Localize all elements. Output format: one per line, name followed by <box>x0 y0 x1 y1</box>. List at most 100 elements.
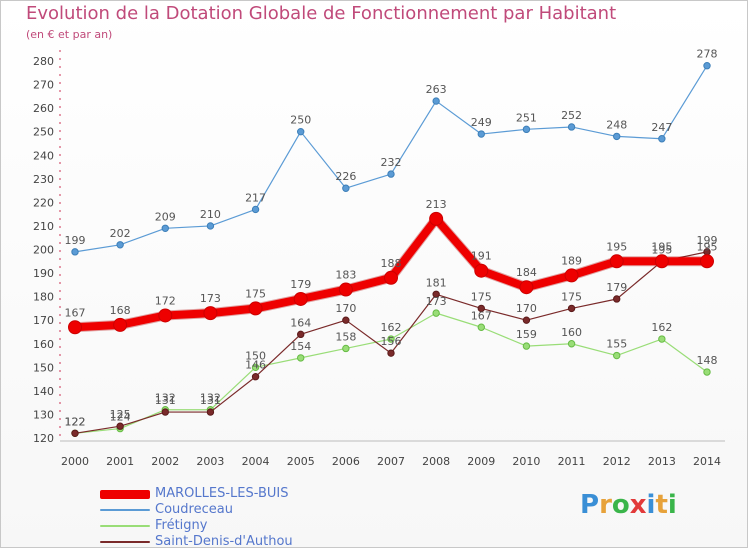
data-point <box>477 304 485 313</box>
legend-label: Frétigny <box>155 518 208 533</box>
data-label: 155 <box>606 338 627 351</box>
legend-swatch <box>100 489 150 499</box>
data-point <box>700 254 714 269</box>
x-tick-label: 2002 <box>151 455 179 468</box>
data-point <box>564 268 579 283</box>
y-tick-label: 240 <box>33 149 54 162</box>
data-point <box>567 340 576 348</box>
data-point <box>477 130 485 138</box>
x-tick-label: 2005 <box>287 455 315 468</box>
data-point <box>658 135 666 143</box>
y-tick-label: 230 <box>33 173 54 186</box>
data-point <box>338 282 353 297</box>
data-label: 250 <box>290 114 311 127</box>
data-point <box>71 248 79 256</box>
data-point <box>342 344 350 353</box>
data-label: 195 <box>651 240 672 253</box>
y-tick-label: 190 <box>33 267 54 280</box>
data-label: 173 <box>426 295 447 308</box>
x-tick-label: 2003 <box>196 455 224 468</box>
data-point <box>113 317 128 332</box>
y-tick-label: 170 <box>33 314 54 327</box>
x-tick-label: 2004 <box>242 455 270 468</box>
data-label: 170 <box>335 302 356 315</box>
data-point <box>251 205 260 214</box>
data-label: 184 <box>516 266 537 279</box>
chart-title: Evolution de la Dotation Globale de Fonc… <box>26 3 617 24</box>
legend-swatch <box>100 525 150 527</box>
data-point <box>658 335 666 343</box>
data-label: 132 <box>200 392 221 405</box>
data-point <box>203 306 218 321</box>
x-tick-label: 2007 <box>377 455 405 468</box>
data-point <box>432 97 440 105</box>
data-label: 195 <box>606 240 627 253</box>
data-label: 251 <box>516 111 537 124</box>
data-point <box>342 184 350 192</box>
data-label: 168 <box>110 304 131 317</box>
data-point <box>613 132 621 141</box>
data-label: 131 <box>200 394 221 407</box>
data-point <box>703 368 711 376</box>
proxiti-logo: Proxiti <box>580 490 677 520</box>
data-point <box>477 323 485 331</box>
data-label: 199 <box>65 234 86 247</box>
data-point <box>519 280 534 295</box>
data-label: 191 <box>471 250 492 263</box>
data-label: 164 <box>290 316 311 329</box>
data-point <box>703 62 711 70</box>
y-tick-label: 270 <box>33 79 54 92</box>
y-tick-label: 250 <box>33 126 54 139</box>
legend-label: Coudreceau <box>155 502 233 517</box>
data-point <box>387 335 395 343</box>
y-tick-label: 140 <box>33 385 54 398</box>
x-tick-label: 2006 <box>332 455 360 468</box>
logo-letter: i <box>646 490 656 520</box>
x-tick-label: 2001 <box>106 455 134 468</box>
data-label: 179 <box>606 281 627 294</box>
data-point <box>297 127 305 136</box>
data-point <box>522 342 531 350</box>
data-point <box>116 241 124 249</box>
chart-series <box>68 62 714 437</box>
data-label: 158 <box>335 330 356 343</box>
x-tick-label: 2014 <box>693 455 721 468</box>
data-label: 252 <box>561 109 582 122</box>
data-point <box>161 224 169 232</box>
data-point <box>654 254 669 269</box>
data-label: 209 <box>155 210 176 223</box>
data-point <box>384 270 398 285</box>
data-point <box>474 263 489 278</box>
data-point <box>567 123 576 131</box>
y-tick-label: 130 <box>33 408 54 421</box>
data-point <box>387 170 395 178</box>
data-label: 150 <box>245 349 266 362</box>
y-tick-label: 210 <box>33 220 54 233</box>
x-tick-label: 2008 <box>422 455 450 468</box>
y-tick-label: 200 <box>33 244 54 257</box>
legend-label: Saint-Denis-d'Authou <box>155 534 293 549</box>
data-label: 167 <box>471 309 492 322</box>
logo-letter: x <box>629 490 647 520</box>
data-label: 173 <box>200 292 221 305</box>
data-label: 175 <box>245 287 266 300</box>
data-point <box>613 295 621 303</box>
data-label: 217 <box>245 191 266 204</box>
data-label: 213 <box>426 198 447 211</box>
data-label: 131 <box>155 394 176 407</box>
y-tick-label: 180 <box>33 291 54 304</box>
data-point <box>71 429 79 437</box>
data-point <box>387 349 395 357</box>
data-point <box>248 301 263 316</box>
data-label: 167 <box>65 306 86 319</box>
data-label: 175 <box>561 290 582 303</box>
data-label: 181 <box>426 276 447 289</box>
data-point <box>68 320 82 335</box>
x-tick-label: 2011 <box>558 455 586 468</box>
y-tick-label: 120 <box>33 432 54 445</box>
data-label: 124 <box>110 411 131 424</box>
data-point <box>158 308 173 323</box>
